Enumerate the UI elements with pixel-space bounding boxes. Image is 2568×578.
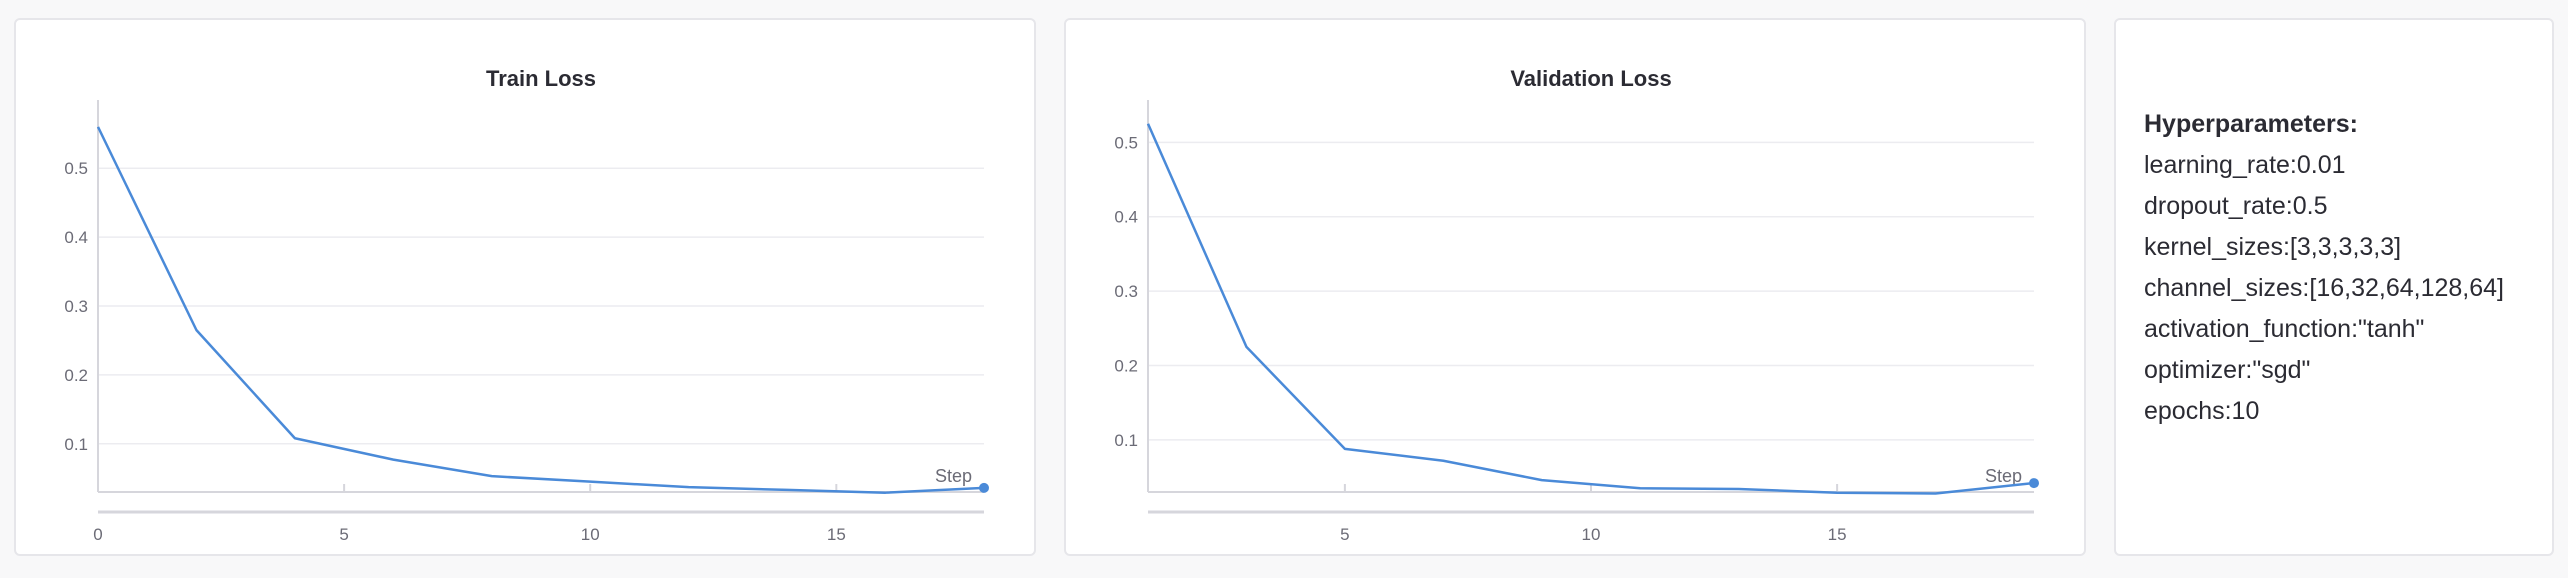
hyperparameters-list: Hyperparameters: learning_rate:0.01 drop… bbox=[2144, 104, 2504, 432]
last-point-marker bbox=[979, 482, 989, 493]
y-tick-label: 0.2 bbox=[1114, 357, 1138, 376]
y-tick-label: 0.5 bbox=[1114, 133, 1138, 152]
x-tick-label: 0 bbox=[93, 525, 102, 544]
hyperparameter-channel-sizes: channel_sizes:[16,32,64,128,64] bbox=[2144, 274, 2504, 302]
hyperparameters-panel: Hyperparameters: learning_rate:0.01 drop… bbox=[2114, 18, 2554, 556]
train-loss-chart: Train Loss 0.1 0.2 0.3 0.4 0.5 0 5 10 15 Step bbox=[64, 66, 989, 544]
hyperparameter-kernel-sizes: kernel_sizes:[3,3,3,3,3] bbox=[2144, 233, 2402, 261]
chart-title: Train Loss bbox=[486, 66, 596, 91]
x-tick-label: 5 bbox=[1340, 525, 1349, 544]
train-loss-panel: Train Loss 0.1 0.2 0.3 0.4 0.5 0 5 10 15 Step bbox=[14, 18, 1036, 556]
x-tick-label: 10 bbox=[581, 525, 600, 544]
series-line bbox=[96, 126, 985, 494]
hyperparameter-dropout-rate: dropout_rate:0.5 bbox=[2144, 192, 2328, 220]
x-axis-label: Step bbox=[1985, 466, 2022, 486]
hyperparameters-title: Hyperparameters: bbox=[2144, 110, 2358, 138]
chart-title: Validation Loss bbox=[1510, 66, 1671, 91]
validation-loss-chart: Validation Loss 0.1 0.2 0.3 0.4 0.5 5 10 15 Step bbox=[1114, 66, 2039, 544]
y-tick-label: 0.2 bbox=[64, 366, 88, 385]
validation-loss-panel: Validation Loss 0.1 0.2 0.3 0.4 0.5 5 10 15 Step bbox=[1064, 18, 2086, 556]
x-tick-label: 10 bbox=[1582, 525, 1601, 544]
x-tick-label: 15 bbox=[827, 525, 846, 544]
x-tick-label: 5 bbox=[339, 525, 348, 544]
hyperparameter-epochs: epochs:10 bbox=[2144, 397, 2260, 425]
x-tick-label: 15 bbox=[1828, 525, 1847, 544]
series-line bbox=[1146, 123, 2035, 495]
y-tick-label: 0.5 bbox=[64, 159, 88, 178]
y-tick-label: 0.4 bbox=[1114, 208, 1138, 227]
hyperparameter-learning-rate: learning_rate:0.01 bbox=[2144, 151, 2346, 179]
y-tick-label: 0.3 bbox=[64, 297, 88, 316]
y-tick-label: 0.1 bbox=[1114, 431, 1138, 450]
last-point-marker bbox=[2029, 478, 2039, 489]
y-tick-label: 0.4 bbox=[64, 228, 88, 247]
y-tick-label: 0.1 bbox=[64, 435, 88, 454]
y-tick-label: 0.3 bbox=[1114, 282, 1138, 301]
hyperparameter-optimizer: optimizer:"sgd" bbox=[2144, 356, 2311, 384]
x-axis-label: Step bbox=[935, 466, 972, 486]
hyperparameter-activation-function: activation_function:"tanh" bbox=[2144, 315, 2425, 343]
